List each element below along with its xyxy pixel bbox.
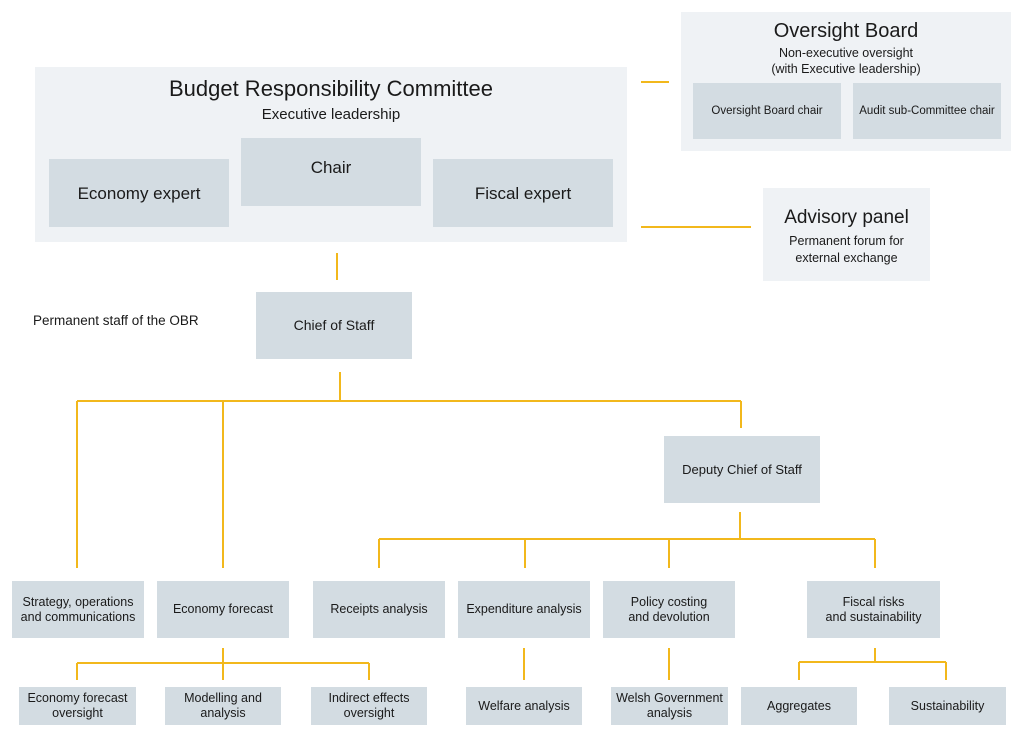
oversight-subtitle-2: (with Executive leadership)	[771, 62, 921, 76]
welsh-label-1: Welsh Government	[616, 691, 723, 705]
deputy-chief-of-staff-box: Deputy Chief of Staff	[664, 436, 820, 503]
advisory-panel	[763, 188, 930, 281]
oversight-subtitle-1: Non-executive oversight	[778, 46, 914, 60]
deputy-chief-of-staff-label: Deputy Chief of Staff	[682, 462, 802, 477]
economy-forecast-label: Economy forecast	[172, 602, 274, 616]
chief-of-staff-box: Chief of Staff	[256, 292, 412, 359]
audit-chair-label: Audit sub-Committee chair	[859, 104, 995, 117]
policy-label-2: and devolution	[628, 609, 710, 624]
efo-label-1: Economy forecast	[27, 691, 128, 705]
fiscal-risks-label-1: Fiscal risks	[842, 594, 905, 609]
aggregates-label: Aggregates	[767, 698, 831, 713]
indirect-label-2: oversight	[343, 706, 395, 720]
brc-subtitle: Executive leadership	[261, 106, 401, 123]
brc-title: Budget Responsibility Committee	[168, 76, 494, 101]
sustainability-box: Sustainability	[889, 687, 1006, 725]
economy-expert-box: Economy expert	[49, 159, 229, 227]
chair-label: Chair	[310, 158, 352, 177]
receipts-box: Receipts analysis	[313, 581, 445, 638]
welsh-label-2: analysis	[646, 706, 693, 720]
advisory-title: Advisory panel	[784, 207, 909, 228]
advisory-subtitle-1: Permanent forum for	[789, 234, 904, 248]
receipts-label: Receipts analysis	[330, 602, 428, 616]
oversight-board-chair-box: Oversight Board chair	[693, 83, 841, 139]
modelling-box: Modelling and analysis	[165, 687, 281, 725]
policy-box: Policy costing and devolution	[603, 581, 735, 638]
chief-of-staff-label: Chief of Staff	[293, 317, 375, 333]
oversight-board-chair-label: Oversight Board chair	[711, 104, 823, 117]
staff-label: Permanent staff of the OBR	[33, 313, 199, 328]
fiscal-expert-box: Fiscal expert	[433, 159, 613, 227]
policy-label-1: Policy costing	[630, 594, 708, 609]
economy-forecast-box: Economy forecast	[157, 581, 289, 638]
modelling-label-2: analysis	[200, 706, 246, 720]
indirect-box: Indirect effects oversight	[311, 687, 427, 725]
fiscal-risks-label-2: and sustainability	[825, 609, 922, 624]
fiscal-expert-label: Fiscal expert	[474, 183, 572, 203]
welfare-box: Welfare analysis	[466, 687, 582, 725]
efo-label-2: oversight	[52, 706, 103, 720]
strategy-label-1: Strategy, operations	[22, 594, 134, 609]
fiscal-risks-box: Fiscal risks and sustainability	[807, 581, 940, 638]
economy-expert-label: Economy expert	[77, 183, 201, 203]
advisory-subtitle-2: external exchange	[795, 251, 898, 265]
welsh-box: Welsh Government analysis	[611, 687, 728, 725]
chair-box: Chair	[241, 138, 421, 206]
welfare-label: Welfare analysis	[478, 698, 570, 713]
modelling-label-1: Modelling and	[184, 691, 262, 705]
aggregates-box: Aggregates	[741, 687, 857, 725]
indirect-label-1: Indirect effects	[328, 691, 410, 705]
strategy-label-2: and communications	[20, 609, 136, 624]
expenditure-box: Expenditure analysis	[458, 581, 590, 638]
expenditure-label: Expenditure analysis	[466, 602, 582, 616]
audit-chair-box: Audit sub-Committee chair	[853, 83, 1001, 139]
strategy-box: Strategy, operations and communications	[12, 581, 144, 638]
sustainability-label: Sustainability	[910, 698, 985, 713]
oversight-title: Oversight Board	[773, 20, 919, 42]
efo-box: Economy forecast oversight	[19, 687, 136, 725]
